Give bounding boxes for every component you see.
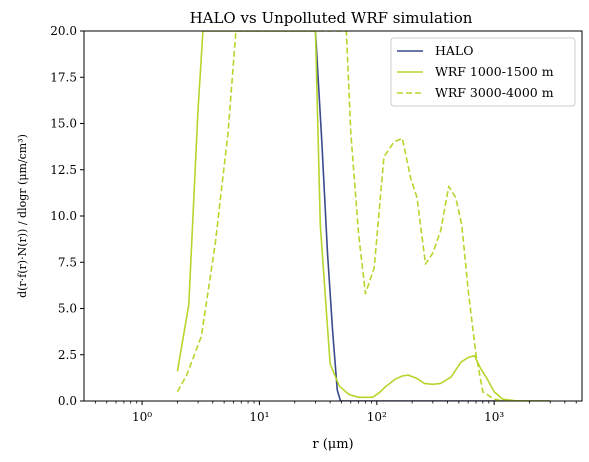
x-axis: 10⁰ 10¹ 10² 10³ [94, 401, 577, 424]
chart-title: HALO vs Unpolluted WRF simulation [190, 9, 473, 27]
y-tick-label: 7.5 [58, 255, 77, 269]
legend-label-1: WRF 1000-1500 m [435, 64, 554, 79]
y-axis-label: d(r·f(r)·N(r)) / dlogr (μm/cm³) [16, 134, 29, 298]
legend-label-2: WRF 3000-4000 m [435, 85, 554, 100]
y-tick-label: 0.0 [58, 394, 77, 408]
series-line-0 [314, 31, 551, 401]
x-axis-label: r (μm) [312, 437, 353, 452]
y-tick-label: 5.0 [58, 302, 77, 316]
legend: HALO WRF 1000-1500 m WRF 3000-4000 m [390, 37, 576, 107]
x-tick-label: 10³ [484, 410, 504, 424]
x-tick-label: 10² [367, 410, 387, 424]
y-axis-label-text: d(r·f(r)·N(r)) / dlogr (μm/cm³) [16, 134, 29, 298]
y-tick-label: 15.0 [50, 117, 77, 131]
y-axis: 0.0 2.5 5.0 7.5 10.0 12.5 15.0 17.5 20.0 [50, 24, 84, 408]
legend-label-0: HALO [435, 43, 473, 58]
series-line-1 [176, 31, 551, 401]
x-tick-label: 10¹ [249, 410, 269, 424]
series-line-2 [176, 31, 551, 401]
y-tick-label: 12.5 [50, 163, 77, 177]
legend-box [390, 37, 576, 107]
y-tick-label: 2.5 [58, 348, 77, 362]
x-tick-label: 10⁰ [132, 410, 152, 424]
y-tick-label: 20.0 [50, 24, 77, 38]
y-tick-label: 10.0 [50, 209, 77, 223]
y-tick-label: 17.5 [50, 70, 77, 84]
